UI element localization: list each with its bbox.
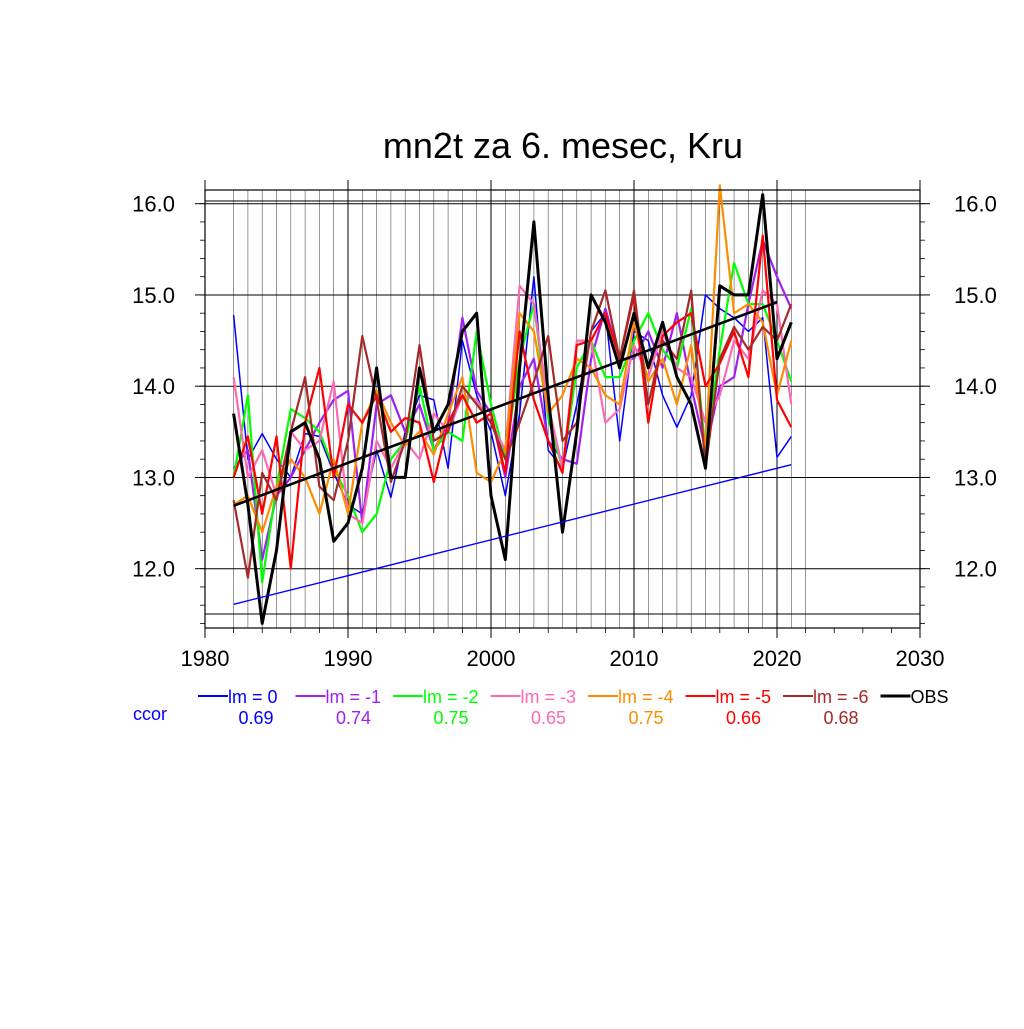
y-tick-label-left: 16.0 bbox=[132, 192, 175, 217]
trend-line bbox=[233, 463, 792, 605]
legend-label: lm = -4 bbox=[618, 687, 674, 707]
grid bbox=[204, 190, 921, 628]
legend-ccor-value: 0.74 bbox=[336, 708, 371, 728]
legend-label: lm = -2 bbox=[423, 687, 479, 707]
x-tick-label: 1990 bbox=[324, 646, 373, 671]
plot-frame bbox=[204, 189, 921, 629]
series-line bbox=[233, 184, 793, 534]
legend-label: lm = -5 bbox=[716, 687, 772, 707]
legend-label: lm = -6 bbox=[813, 687, 869, 707]
legend-ccor-value: 0.69 bbox=[238, 708, 273, 728]
legend-ccor-value: 0.65 bbox=[531, 708, 566, 728]
y-tick-label-right: 12.0 bbox=[954, 557, 997, 582]
x-tick-label: 2000 bbox=[467, 646, 516, 671]
series-lines bbox=[232, 184, 793, 625]
x-tick-label: 2010 bbox=[610, 646, 659, 671]
legend-label: lm = -1 bbox=[326, 687, 382, 707]
axis-ticks bbox=[195, 180, 930, 638]
legend-ccor-label: ccor bbox=[133, 704, 167, 724]
legend-ccor-value: 0.75 bbox=[628, 708, 663, 728]
series-line bbox=[232, 193, 793, 625]
legend-label: OBS bbox=[911, 687, 949, 707]
y-tick-label-right: 13.0 bbox=[954, 465, 997, 490]
y-tick-label-right: 16.0 bbox=[954, 192, 997, 217]
y-tick-label-left: 12.0 bbox=[132, 557, 175, 582]
legend-ccor-value: 0.66 bbox=[726, 708, 761, 728]
legend-ccor-value: 0.68 bbox=[823, 708, 858, 728]
y-tick-label-left: 13.0 bbox=[132, 465, 175, 490]
legend-label: lm = 0 bbox=[228, 687, 278, 707]
x-tick-label: 2020 bbox=[753, 646, 802, 671]
y-tick-label-right: 14.0 bbox=[954, 374, 997, 399]
x-tick-label: 2030 bbox=[896, 646, 945, 671]
legend-ccor-value: 0.75 bbox=[433, 708, 468, 728]
chart-title: mn2t za 6. mesec, Kru bbox=[383, 125, 743, 166]
legend-label: lm = -3 bbox=[521, 687, 577, 707]
trend-line bbox=[233, 301, 778, 507]
tick-labels: 1980 1990 2000 2010 2020 2030 12.0 12.0 13.0 13.0… bbox=[132, 192, 997, 671]
y-tick-label-left: 14.0 bbox=[132, 374, 175, 399]
y-tick-label-right: 15.0 bbox=[954, 283, 997, 308]
y-tick-label-left: 15.0 bbox=[132, 283, 175, 308]
trend-lines bbox=[233, 301, 792, 605]
x-tick-label: 1980 bbox=[181, 646, 230, 671]
